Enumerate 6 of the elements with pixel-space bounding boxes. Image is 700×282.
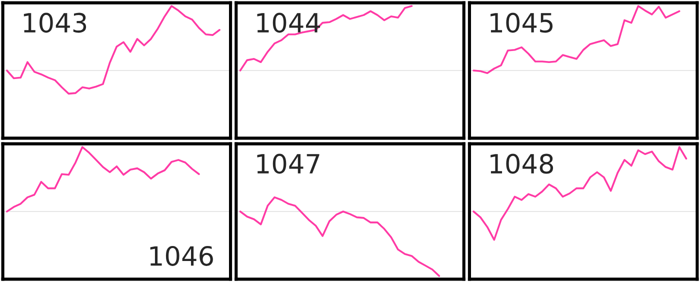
chart-title: 1043 [24, 12, 86, 33]
chart-title: 1044 [257, 12, 320, 33]
chart-title: 1047 [257, 154, 320, 174]
chart-title: 1045 [490, 12, 553, 33]
chart-title: 1048 [490, 154, 554, 174]
text: 1046 [150, 246, 213, 266]
